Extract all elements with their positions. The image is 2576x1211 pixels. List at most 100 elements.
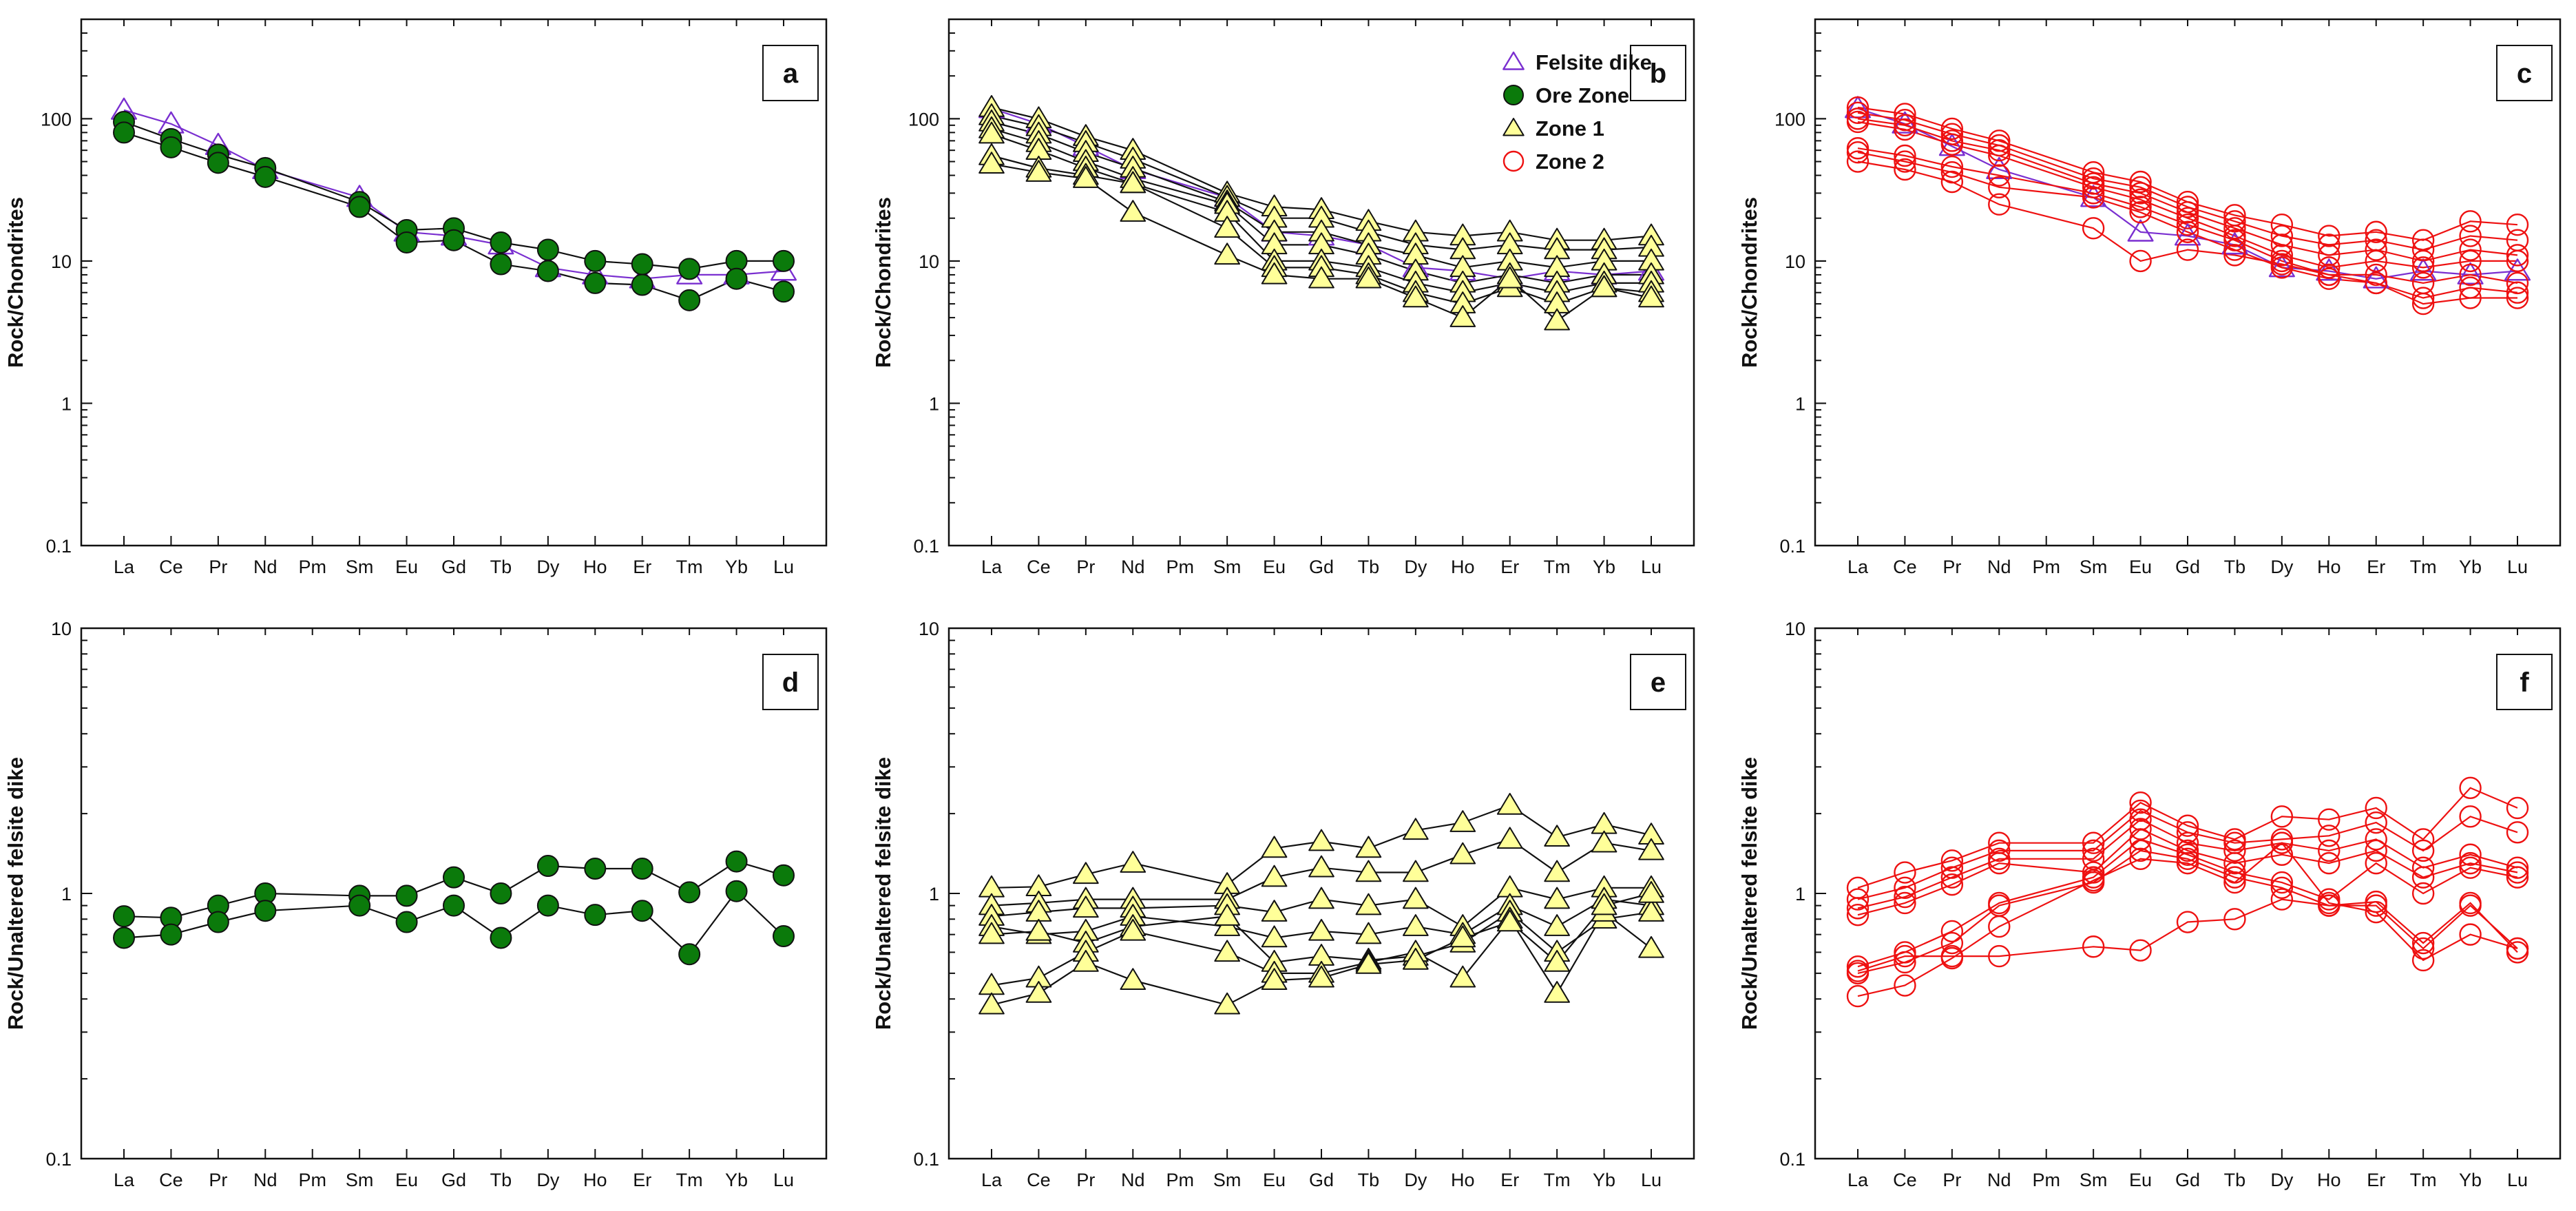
data-point bbox=[490, 882, 512, 904]
data-point bbox=[2129, 839, 2152, 862]
data-point bbox=[2082, 182, 2105, 205]
data-point bbox=[2129, 249, 2152, 273]
x-tick-label-er: Er bbox=[2367, 557, 2385, 577]
data-point bbox=[1988, 164, 2011, 187]
x-tick-label-ho: Ho bbox=[2317, 1170, 2341, 1190]
data-point bbox=[2176, 911, 2199, 933]
data-point bbox=[2457, 262, 2484, 284]
data-point bbox=[1988, 144, 2011, 167]
data-point bbox=[490, 231, 512, 253]
data-point bbox=[1988, 851, 2011, 875]
data-point bbox=[1940, 161, 1964, 184]
panel-label-box bbox=[1630, 654, 1686, 710]
data-point bbox=[2318, 894, 2341, 917]
data-point bbox=[2223, 851, 2246, 875]
data-point bbox=[2411, 866, 2435, 889]
data-point bbox=[773, 864, 795, 887]
data-point bbox=[2223, 238, 2246, 261]
y-tick-label: 100 bbox=[41, 109, 72, 130]
data-point bbox=[2270, 253, 2294, 276]
x-tick-label-dy: Dy bbox=[1404, 557, 1427, 577]
data-point bbox=[2129, 799, 2152, 822]
data-point bbox=[631, 273, 653, 296]
chart-panel-b: 0.1 1 10 100 La Ce Pr Nd Pm Sm Eu Gd Tb Dy Ho Er Tm Yb Lu R… bbox=[871, 18, 1695, 577]
data-point bbox=[2459, 210, 2482, 233]
data-point bbox=[1846, 888, 1870, 911]
data-point bbox=[2318, 825, 2341, 847]
data-point bbox=[160, 923, 182, 946]
data-point bbox=[584, 271, 607, 294]
y-axis-label: Rock/Unaltered felsite dike bbox=[3, 757, 28, 1030]
data-point bbox=[1940, 866, 1964, 889]
data-point bbox=[443, 894, 465, 917]
data-point bbox=[395, 884, 418, 907]
panel-label-box bbox=[1630, 45, 1686, 101]
data-point bbox=[2223, 861, 2246, 884]
y-axis-label: Rock/Unaltered felsite dike bbox=[1737, 757, 1761, 1030]
series-markers bbox=[1846, 776, 2529, 1008]
data-point bbox=[395, 911, 418, 933]
data-point bbox=[2365, 900, 2387, 924]
data-point bbox=[2411, 856, 2435, 879]
data-point bbox=[2365, 249, 2387, 273]
data-point bbox=[1894, 158, 1916, 181]
x-tick-label-dy: Dy bbox=[2270, 557, 2293, 577]
data-point bbox=[2365, 796, 2387, 820]
panel-label: e bbox=[1651, 667, 1666, 698]
data-point bbox=[678, 943, 701, 966]
x-tick-label-nd: Nd bbox=[253, 557, 278, 577]
data-point bbox=[1638, 881, 1664, 903]
panel-label: d bbox=[782, 667, 799, 698]
y-tick-label: 10 bbox=[1785, 251, 1805, 272]
panel-label: a bbox=[783, 59, 799, 89]
data-point bbox=[584, 858, 607, 880]
data-point bbox=[1846, 903, 1870, 927]
x-tick-label-sm: Sm bbox=[346, 557, 374, 577]
data-point bbox=[1894, 951, 1916, 974]
data-point bbox=[1403, 818, 1429, 840]
x-tick-label-ce: Ce bbox=[1893, 1170, 1917, 1190]
plot-frame bbox=[1814, 18, 2562, 547]
data-point bbox=[2223, 225, 2246, 247]
data-point bbox=[2365, 890, 2387, 913]
y-tick-label: 1 bbox=[61, 884, 72, 904]
x-tick-label-tb: Tb bbox=[1358, 557, 1380, 577]
data-point bbox=[2506, 281, 2529, 304]
data-point bbox=[2223, 217, 2246, 240]
data-point bbox=[2411, 828, 2435, 851]
data-point bbox=[348, 196, 371, 218]
data-point bbox=[2270, 888, 2294, 911]
data-point bbox=[2365, 238, 2387, 261]
data-point bbox=[2129, 200, 2152, 224]
data-point bbox=[2082, 176, 2105, 199]
data-point bbox=[1496, 793, 1523, 815]
x-tick-label-gd: Gd bbox=[2175, 1170, 2200, 1190]
y-tick-label: 1 bbox=[1795, 393, 1805, 414]
data-point bbox=[1846, 150, 1870, 173]
x-tick-label-er: Er bbox=[633, 1170, 651, 1190]
x-tick-label-dy: Dy bbox=[536, 1170, 559, 1190]
data-point bbox=[1544, 860, 1570, 882]
data-point bbox=[1638, 900, 1664, 922]
x-tick-label-pm: Pm bbox=[2032, 557, 2060, 577]
data-point bbox=[1025, 918, 1052, 941]
x-tick-label-pm: Pm bbox=[1166, 557, 1194, 577]
data-point bbox=[348, 894, 371, 917]
y-tick-label: 0.1 bbox=[1779, 536, 1805, 557]
x-tick-label-pm: Pm bbox=[1166, 1170, 1194, 1190]
y-tick-label: 10 bbox=[51, 251, 72, 272]
data-point bbox=[2176, 213, 2199, 236]
x-tick-label-nd: Nd bbox=[1987, 1170, 2011, 1190]
data-point bbox=[2223, 871, 2246, 894]
data-point bbox=[1894, 108, 1916, 132]
data-point bbox=[1355, 952, 1382, 974]
y-tick-label: 100 bbox=[908, 109, 939, 130]
data-point bbox=[443, 866, 465, 889]
x-tick-label-yb: Yb bbox=[1593, 557, 1615, 577]
data-point bbox=[1940, 155, 1964, 178]
data-point bbox=[1261, 836, 1288, 858]
data-point bbox=[2082, 186, 2105, 209]
data-point bbox=[2506, 287, 2529, 309]
data-point bbox=[2365, 828, 2387, 851]
x-tick-label-er: Er bbox=[2367, 1170, 2385, 1190]
